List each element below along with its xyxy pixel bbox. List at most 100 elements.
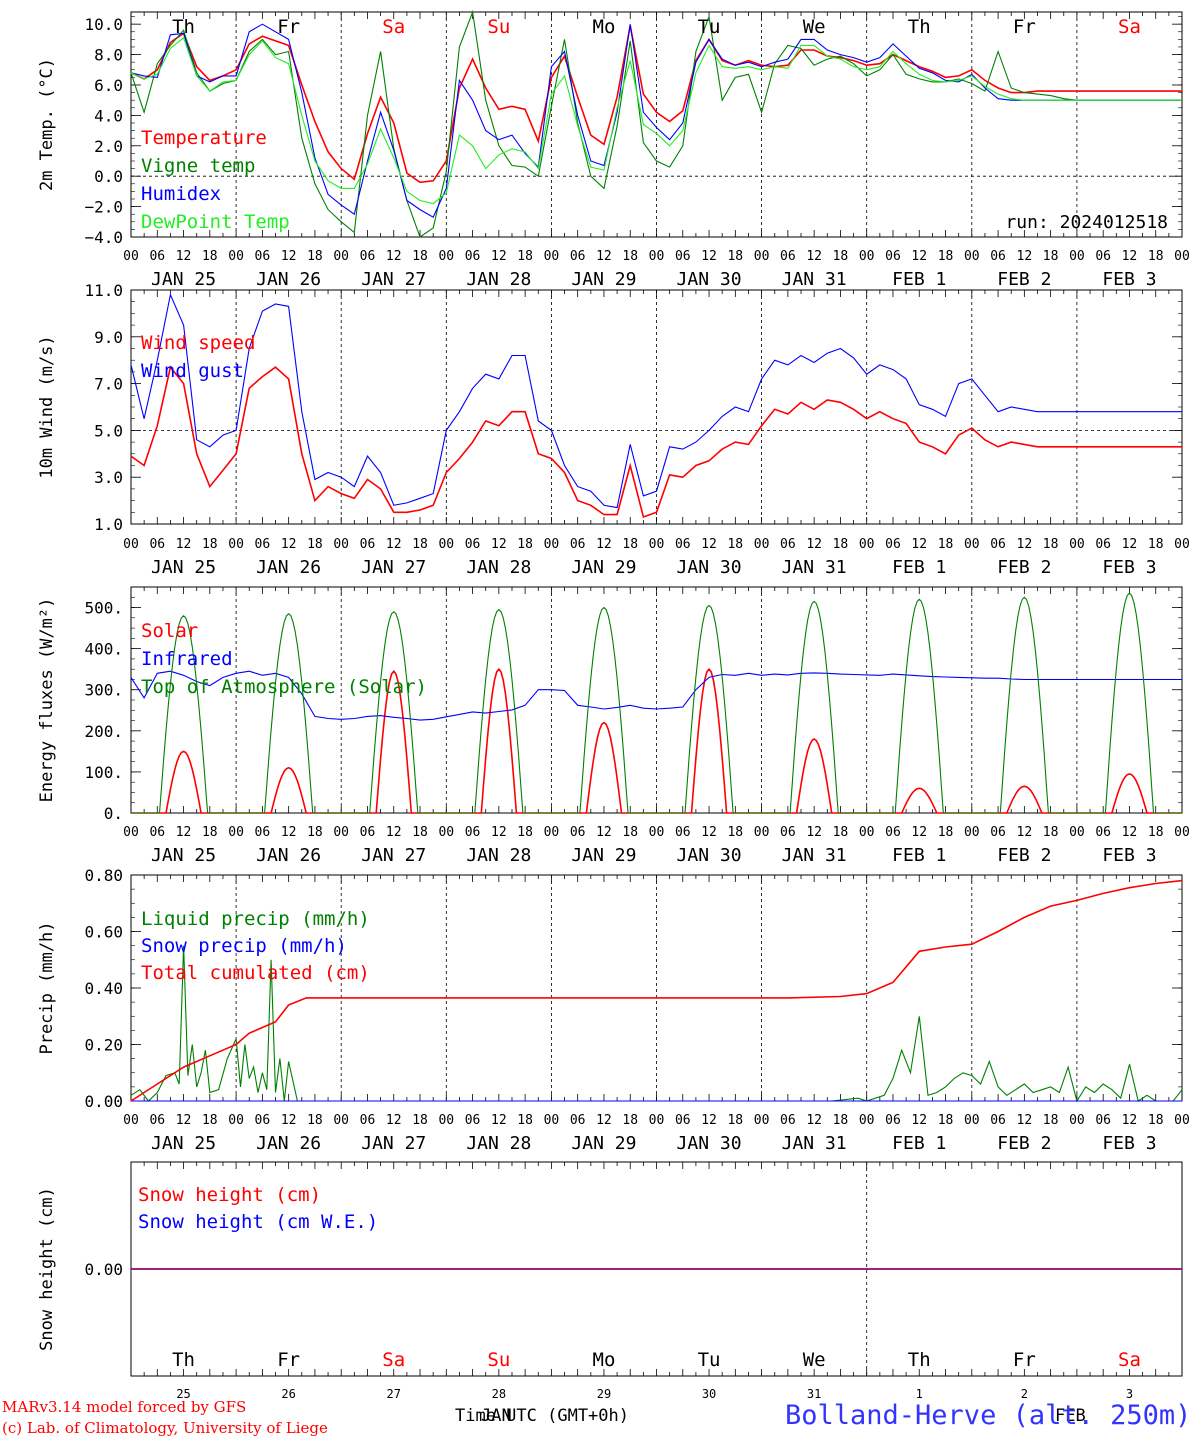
hour-tick-label: 00 [859,825,875,840]
day-of-week-label: Fr [277,16,300,38]
day-of-week-label: We [803,16,826,38]
date-label: JAN 26 [256,269,321,290]
date-label: JAN 29 [571,1133,636,1154]
y-tick-label: 0.40 [84,979,123,998]
hour-tick-label: 12 [596,537,612,552]
date-label: FEB 3 [1102,557,1156,578]
y-tick-label: 1.0 [94,515,123,534]
hour-tick-label: 18 [1043,1113,1059,1128]
hour-tick-label: 18 [622,1113,638,1128]
hour-tick-label: 00 [964,537,980,552]
y-tick-label: 300. [84,681,123,700]
hour-tick-label: 06 [570,1113,586,1128]
day-of-week-label: Sa [382,1349,405,1371]
hour-tick-label: 12 [176,537,192,552]
date-label: JAN 31 [782,845,847,866]
hour-tick-label: 18 [833,249,849,264]
date-label: FEB 1 [892,1133,946,1154]
hour-tick-label: 00 [754,249,770,264]
date-label: JAN 26 [256,557,321,578]
hour-tick-label: 18 [622,249,638,264]
legend-entry: Wind speed [141,332,255,354]
day-of-week-label: Th [172,16,195,38]
hour-tick-label: 06 [570,249,586,264]
legend-entry: Snow height (cm W.E.) [138,1211,378,1233]
date-label: FEB 1 [892,845,946,866]
hour-tick-label: 00 [228,249,244,264]
hour-tick-label: 06 [990,249,1006,264]
hour-tick-label: 12 [596,1113,612,1128]
date-label: FEB 2 [997,1133,1051,1154]
hour-tick-label: 18 [307,1113,323,1128]
hour-tick-label: 06 [780,249,796,264]
legend-entry: Humidex [141,183,221,205]
date-label: FEB 2 [997,845,1051,866]
date-label: JAN 30 [677,845,742,866]
hour-tick-label: 12 [176,1113,192,1128]
hour-tick-label: 12 [176,249,192,264]
hour-tick-label: 00 [649,825,665,840]
day-of-week-label: Th [908,1349,931,1371]
hour-tick-label: 06 [360,825,376,840]
hour-tick-label: 18 [833,537,849,552]
hour-tick-label: 00 [754,1113,770,1128]
y-axis-title: Energy fluxes (W/m²) [37,598,57,803]
y-tick-label: 200. [84,722,123,741]
hour-tick-label: 12 [491,537,507,552]
date-label: JAN 28 [466,557,531,578]
day-of-week-label: Sa [382,16,405,38]
y-tick-label: 0. [104,804,123,823]
hour-tick-label: 18 [938,249,954,264]
y-tick-label: 0.20 [84,1036,123,1055]
hour-tick-label: 12 [701,825,717,840]
day-number-label: 3 [1126,1387,1133,1401]
y-axis-title: 2m Temp. (°C) [37,58,57,191]
y-tick-label: 4.0 [94,106,123,125]
hour-tick-label: 06 [255,825,271,840]
hour-tick-label: 00 [333,249,349,264]
hour-tick-label: 12 [281,825,297,840]
hour-tick-label: 12 [1017,249,1033,264]
hour-tick-label: 00 [1069,249,1085,264]
hour-tick-label: 12 [911,825,927,840]
hour-tick-label: 12 [491,1113,507,1128]
y-tick-label: 0.00 [84,1260,123,1279]
date-label: JAN 30 [677,269,742,290]
day-of-week-label: Su [487,1349,510,1371]
date-label: JAN 29 [571,269,636,290]
hour-tick-label: 06 [149,1113,165,1128]
hour-tick-label: 06 [780,537,796,552]
date-label: JAN 31 [782,557,847,578]
hour-tick-label: 06 [149,537,165,552]
hour-tick-label: 00 [1069,825,1085,840]
hour-tick-label: 18 [517,825,533,840]
station-title: Bolland-Herve (alt. 250m) [785,1400,1192,1431]
date-label: FEB 2 [997,557,1051,578]
hour-tick-label: 18 [307,249,323,264]
date-label: FEB 3 [1102,1133,1156,1154]
y-tick-label: 6.0 [94,76,123,95]
date-label: JAN 26 [256,1133,321,1154]
date-label: JAN 27 [361,269,426,290]
panel-2: 11.0 9.0 7.0 5.0 3.0 1.0 10m Wind (m/s) 00 06 12 1… [37,281,1190,578]
date-label: FEB 3 [1102,845,1156,866]
hour-tick-label: 18 [622,537,638,552]
hour-tick-label: 00 [228,1113,244,1128]
hour-tick-label: 12 [701,537,717,552]
day-number-label: 29 [597,1387,611,1401]
date-label: JAN 25 [151,845,216,866]
hour-tick-label: 06 [885,1113,901,1128]
hour-tick-label: 06 [990,1113,1006,1128]
hour-tick-label: 00 [859,249,875,264]
hour-tick-label: 18 [622,825,638,840]
legend-entry: Temperature [141,127,267,149]
hour-tick-label: 00 [964,1113,980,1128]
hour-tick-label: 06 [780,825,796,840]
hour-tick-label: 00 [123,825,139,840]
hour-tick-label: 00 [228,537,244,552]
hour-tick-label: 12 [386,249,402,264]
y-tick-label: 11.0 [84,281,123,300]
hour-tick-label: 12 [596,825,612,840]
date-label: JAN 26 [256,845,321,866]
date-label: FEB 1 [892,269,946,290]
